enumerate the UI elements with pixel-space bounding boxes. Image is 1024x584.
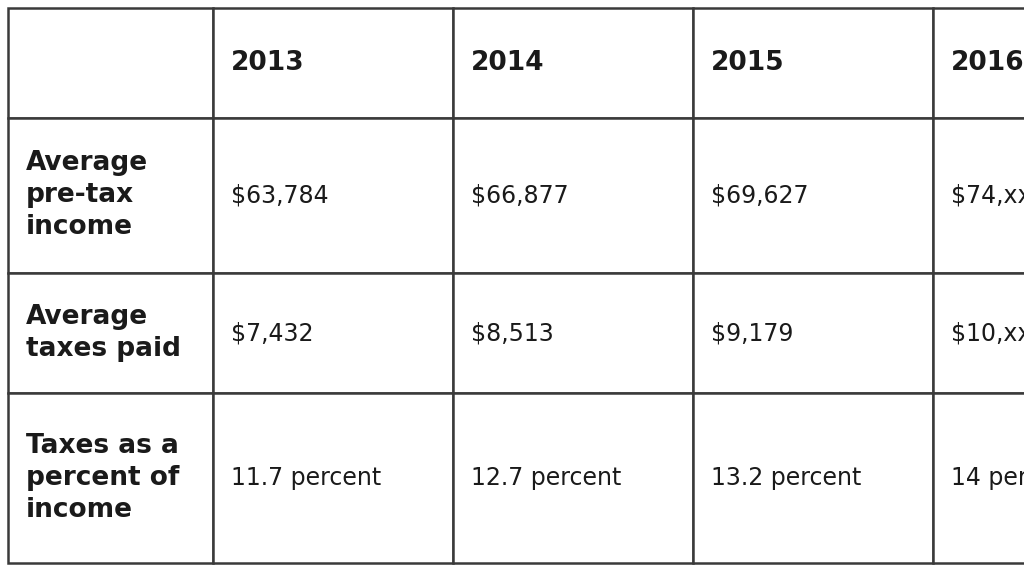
Bar xyxy=(933,118,1024,273)
Text: Taxes as a
percent of
income: Taxes as a percent of income xyxy=(26,433,179,523)
Bar xyxy=(8,118,213,273)
Text: $63,784: $63,784 xyxy=(231,183,329,207)
Text: 2016: 2016 xyxy=(951,50,1024,76)
Text: 13.2 percent: 13.2 percent xyxy=(711,466,861,490)
Bar xyxy=(933,273,1024,393)
Bar xyxy=(213,118,453,273)
Bar xyxy=(8,273,213,393)
Bar xyxy=(693,273,933,393)
Bar xyxy=(453,118,693,273)
Text: $8,513: $8,513 xyxy=(471,321,554,345)
Text: $69,627: $69,627 xyxy=(711,183,809,207)
Bar xyxy=(213,8,453,118)
Text: $74,xxx: $74,xxx xyxy=(951,183,1024,207)
Text: 2013: 2013 xyxy=(231,50,304,76)
Text: 2015: 2015 xyxy=(711,50,784,76)
Bar xyxy=(693,393,933,563)
Text: $66,877: $66,877 xyxy=(471,183,568,207)
Text: Average
taxes paid: Average taxes paid xyxy=(26,304,181,362)
Bar xyxy=(453,8,693,118)
Text: 12.7 percent: 12.7 percent xyxy=(471,466,622,490)
Text: $9,179: $9,179 xyxy=(711,321,794,345)
Bar xyxy=(933,8,1024,118)
Bar xyxy=(213,273,453,393)
Text: 14 percent: 14 percent xyxy=(951,466,1024,490)
Text: 11.7 percent: 11.7 percent xyxy=(231,466,381,490)
Bar xyxy=(453,273,693,393)
Bar xyxy=(8,8,213,118)
Text: Average
pre-tax
income: Average pre-tax income xyxy=(26,151,148,241)
Bar xyxy=(213,393,453,563)
Text: 2014: 2014 xyxy=(471,50,545,76)
Bar xyxy=(453,393,693,563)
Bar xyxy=(933,393,1024,563)
Text: $7,432: $7,432 xyxy=(231,321,313,345)
Bar xyxy=(693,118,933,273)
Bar xyxy=(8,393,213,563)
Bar xyxy=(693,8,933,118)
Text: $10,xxx: $10,xxx xyxy=(951,321,1024,345)
